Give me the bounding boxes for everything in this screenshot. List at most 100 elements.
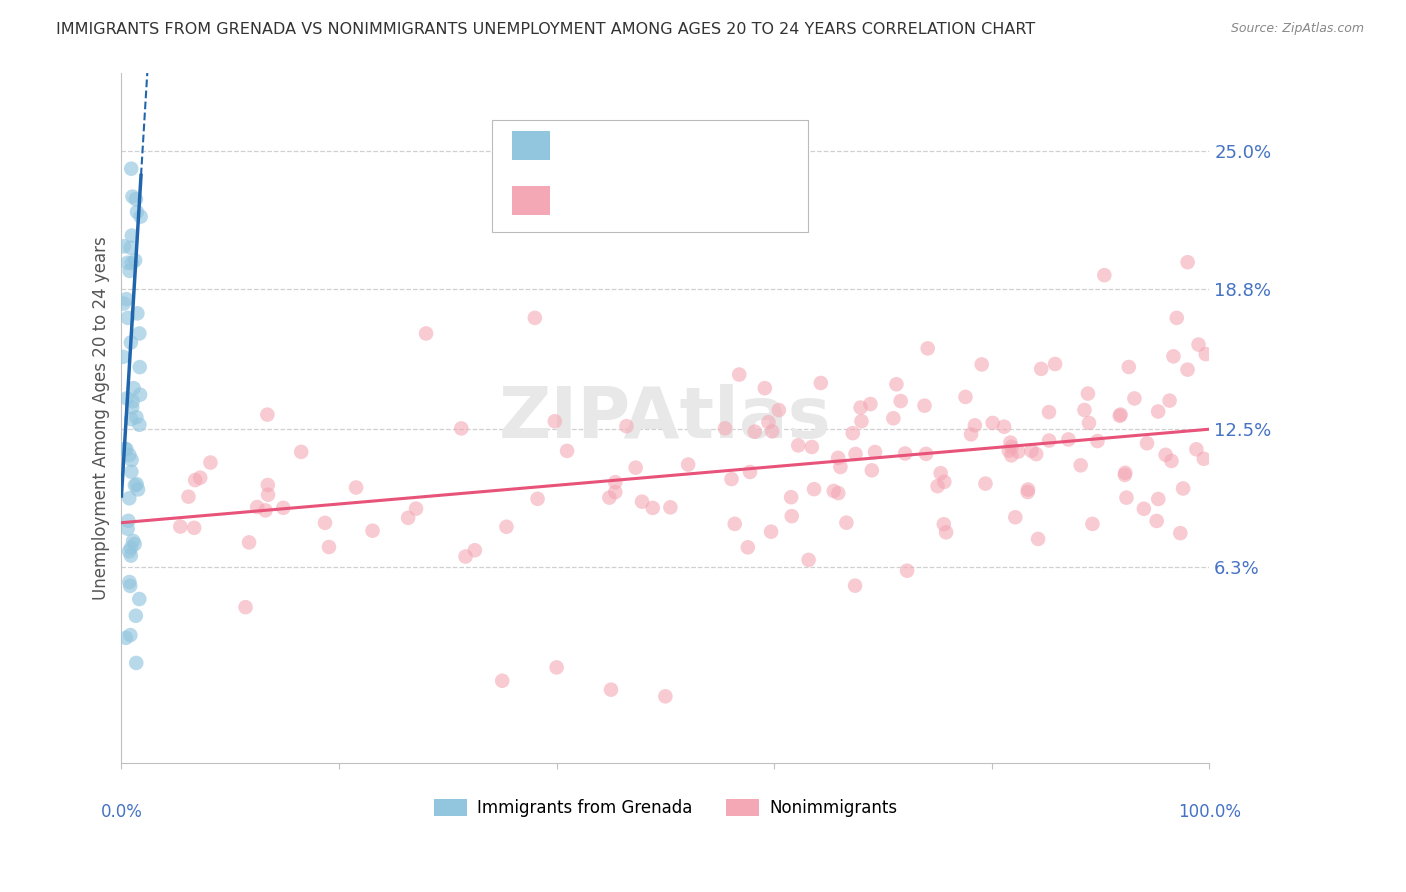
- Point: [780, 490, 803, 504]
- Point: [963, 418, 986, 433]
- Point: [1177, 362, 1199, 376]
- Point: [1160, 454, 1182, 468]
- Point: [118, 574, 141, 589]
- Point: [759, 524, 782, 539]
- Point: [120, 335, 142, 350]
- Text: 0.284: 0.284: [606, 136, 658, 154]
- Point: [724, 516, 747, 531]
- Point: [1147, 491, 1170, 506]
- Point: [118, 264, 141, 278]
- Point: [256, 408, 278, 422]
- Text: 0.0%: 0.0%: [100, 803, 142, 822]
- Point: [117, 514, 139, 528]
- Point: [932, 517, 955, 532]
- Point: [1038, 434, 1060, 448]
- Point: [605, 485, 627, 500]
- Text: 51: 51: [709, 136, 731, 154]
- Point: [830, 459, 852, 474]
- Point: [744, 425, 766, 439]
- Point: [1007, 444, 1029, 458]
- Point: [120, 465, 142, 479]
- Point: [1000, 440, 1022, 454]
- Point: [600, 682, 623, 697]
- Point: [120, 161, 142, 176]
- Point: [121, 401, 143, 415]
- Point: [1147, 404, 1170, 418]
- Point: [188, 471, 211, 485]
- Point: [115, 392, 138, 406]
- Point: [318, 540, 340, 554]
- Point: [844, 579, 866, 593]
- Text: N =: N =: [661, 136, 697, 154]
- Point: [761, 425, 783, 439]
- Point: [823, 483, 845, 498]
- Point: [851, 414, 873, 428]
- Point: [125, 410, 148, 425]
- Point: [842, 426, 865, 441]
- Point: [125, 192, 148, 206]
- Point: [780, 509, 803, 524]
- Point: [117, 310, 139, 325]
- Point: [844, 447, 866, 461]
- Point: [835, 516, 858, 530]
- Point: [290, 445, 312, 459]
- Point: [1031, 362, 1053, 376]
- Point: [758, 415, 780, 429]
- Point: [934, 475, 956, 489]
- Point: [115, 631, 138, 645]
- Point: [121, 256, 143, 270]
- Point: [754, 381, 776, 395]
- Point: [1146, 514, 1168, 528]
- Point: [544, 414, 567, 428]
- Point: [120, 628, 142, 642]
- Point: [254, 503, 277, 517]
- Point: [616, 419, 638, 434]
- Text: ZIPAtlas: ZIPAtlas: [499, 384, 832, 452]
- Point: [396, 511, 419, 525]
- Point: [120, 241, 142, 255]
- Point: [129, 387, 152, 401]
- Point: [1077, 386, 1099, 401]
- Point: [1087, 434, 1109, 448]
- Point: [1025, 447, 1047, 461]
- Point: [797, 553, 820, 567]
- Point: [117, 256, 139, 270]
- Point: [122, 533, 145, 548]
- Point: [546, 660, 568, 674]
- Point: [849, 401, 872, 415]
- Point: [128, 417, 150, 432]
- Point: [271, 500, 294, 515]
- Point: [169, 519, 191, 533]
- Point: [555, 444, 578, 458]
- Point: [886, 377, 908, 392]
- Point: [117, 522, 139, 536]
- Point: [863, 445, 886, 459]
- Point: [115, 292, 138, 306]
- Point: [128, 326, 150, 341]
- Point: [115, 442, 138, 457]
- Point: [1115, 491, 1137, 505]
- Point: [464, 543, 486, 558]
- Point: [1163, 349, 1185, 363]
- Point: [827, 486, 849, 500]
- Point: [827, 450, 849, 465]
- Point: [810, 376, 832, 390]
- Point: [1123, 392, 1146, 406]
- Point: [894, 446, 917, 460]
- Point: [768, 403, 790, 417]
- Point: [1000, 449, 1022, 463]
- Point: [120, 541, 142, 555]
- Point: [915, 447, 938, 461]
- Point: [1017, 485, 1039, 500]
- Point: [183, 521, 205, 535]
- Text: 0.367: 0.367: [606, 192, 658, 210]
- Point: [118, 448, 141, 462]
- Point: [127, 306, 149, 320]
- Point: [246, 500, 269, 514]
- Point: [120, 579, 142, 593]
- Point: [882, 411, 904, 425]
- Point: [1118, 359, 1140, 374]
- Point: [1108, 409, 1130, 423]
- Point: [1114, 467, 1136, 482]
- Point: [200, 456, 222, 470]
